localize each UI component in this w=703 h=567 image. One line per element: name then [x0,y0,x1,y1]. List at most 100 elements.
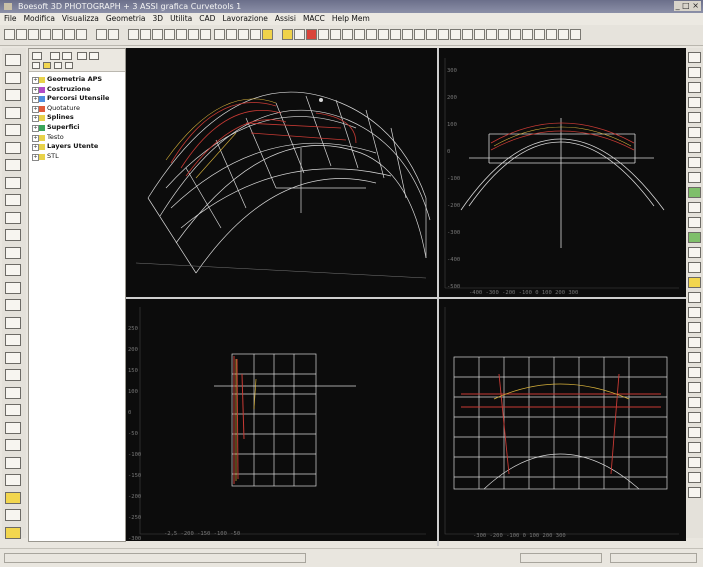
right-tool-button[interactable] [688,187,701,198]
right-tool-button[interactable] [688,202,701,213]
panel-tool-button[interactable] [54,62,62,69]
right-tool-button[interactable] [688,172,701,183]
left-tool-button[interactable] [5,89,21,101]
right-tool-button[interactable] [688,112,701,123]
toolbar-button[interactable] [426,29,437,40]
toolbar-button[interactable] [28,29,39,40]
toolbar-button[interactable] [96,29,107,40]
toolbar-button[interactable] [200,29,211,40]
right-tool-button[interactable] [688,97,701,108]
toolbar-button[interactable] [450,29,461,40]
right-tool-button[interactable] [688,142,701,153]
expand-icon[interactable]: + [32,105,39,113]
toolbar-button[interactable] [486,29,497,40]
right-tool-button[interactable] [688,127,701,138]
left-tool-button[interactable] [5,229,21,241]
toolbar-button[interactable] [390,29,401,40]
panel-tool-button[interactable] [43,62,51,69]
toolbar-button[interactable] [188,29,199,40]
left-tool-button[interactable] [5,141,21,154]
window-controls[interactable]: _ □ × [673,1,701,11]
expand-icon[interactable]: + [32,77,39,84]
menu-item-3d[interactable]: 3D [152,14,164,23]
toolbar-button[interactable] [330,29,341,40]
layer-item[interactable]: + Costruzione [32,85,109,95]
toolbar-button[interactable] [474,29,485,40]
toolbar-button[interactable] [40,29,51,40]
toolbar-button[interactable] [378,29,389,40]
left-tool-button[interactable] [5,316,21,329]
left-tool-button[interactable] [5,246,21,259]
expand-icon[interactable]: + [32,144,39,152]
left-tool-button[interactable] [5,106,21,119]
left-tool-button[interactable] [5,194,21,206]
toolbar-button[interactable] [76,29,87,40]
toolbar-button[interactable] [318,29,329,40]
menu-item-lavorazione[interactable]: Lavorazione [222,14,268,23]
toolbar-button[interactable] [306,29,317,40]
left-tool-button[interactable] [5,491,21,504]
left-tool-button[interactable] [5,159,21,171]
left-tool-button[interactable] [5,299,21,311]
left-tool-button[interactable] [5,211,21,224]
toolbar-button[interactable] [342,29,353,40]
toolbar-button[interactable] [438,29,449,40]
left-tool-button[interactable] [5,474,21,486]
viewport-3d[interactable] [126,48,437,297]
panel-tool-button[interactable] [89,52,99,60]
left-tool-button[interactable] [5,509,21,521]
left-tool-button[interactable] [5,176,21,189]
toolbar-button[interactable] [546,29,557,40]
left-tool-button[interactable] [5,351,21,364]
layer-item[interactable]: + STL [32,152,109,162]
layer-item[interactable]: + Layers Utente [32,142,109,152]
toolbar-button[interactable] [4,29,15,40]
toolbar-button[interactable] [498,29,509,40]
toolbar-button[interactable] [570,29,581,40]
menu-item-visualizza[interactable]: Visualizza [61,14,99,23]
expand-icon[interactable]: + [32,124,39,132]
left-tool-button[interactable] [5,264,21,276]
menu-item-modifica[interactable]: Modifica [23,14,55,23]
right-tool-button[interactable] [688,307,701,318]
expand-icon[interactable]: + [32,86,39,94]
toolbar-button[interactable] [510,29,521,40]
expand-icon[interactable]: + [32,115,39,123]
layer-item[interactable]: + Geometria APS [32,75,109,85]
panel-tool-button[interactable] [65,62,73,69]
layer-item[interactable]: + Percorsi Utensile [32,94,109,104]
layer-item[interactable]: + Superfici [32,123,109,133]
toolbar-button[interactable] [354,29,365,40]
menu-item-help-mem[interactable]: Help Mem [331,14,370,23]
toolbar-button[interactable] [152,29,163,40]
right-tool-button[interactable] [688,82,701,93]
toolbar-button[interactable] [128,29,139,40]
viewport-front[interactable]: -400 -300 -200 -100 0 100 200 300 300 200… [439,48,686,297]
left-tool-button[interactable] [5,404,21,416]
right-tool-button[interactable] [688,217,701,228]
menu-item-file[interactable]: File [4,14,17,23]
right-tool-button[interactable] [688,412,701,423]
left-tool-button[interactable] [5,71,21,84]
left-tool-button[interactable] [5,334,21,346]
right-tool-button[interactable] [688,337,701,348]
toolbar-button[interactable] [238,29,249,40]
panel-tool-button[interactable] [62,52,72,60]
toolbar-button[interactable] [294,29,305,40]
left-tool-button[interactable] [5,439,21,451]
right-tool-button[interactable] [688,277,701,288]
right-tool-button[interactable] [688,427,701,438]
expand-icon[interactable]: + [32,134,39,142]
right-tool-button[interactable] [688,292,701,303]
right-tool-button[interactable] [688,397,701,408]
toolbar-button[interactable] [52,29,63,40]
left-tool-button[interactable] [5,386,21,399]
left-tool-button[interactable] [5,281,21,294]
left-tool-button[interactable] [5,421,21,434]
right-tool-button[interactable] [688,157,701,168]
right-tool-button[interactable] [688,262,701,273]
right-tool-button[interactable] [688,442,701,453]
menu-item-assisi[interactable]: Assisi [274,14,296,23]
toolbar-button[interactable] [250,29,261,40]
expand-icon[interactable]: + [32,153,39,161]
